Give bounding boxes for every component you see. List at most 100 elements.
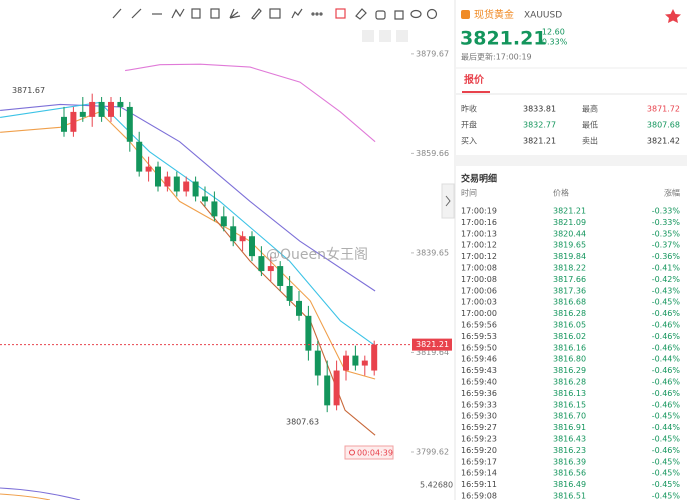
candle-body [249,236,255,257]
stat-label: 最高 [582,104,598,114]
stat-label: 最低 [582,120,598,130]
trade-time: 16:59:56 [461,321,497,330]
trade-price: 3816.51 [553,492,586,500]
trade-time: 17:00:08 [461,275,497,284]
toolbar [112,8,438,42]
sub-label: 5.42680 [420,481,453,490]
trade-price: 3816.29 [553,366,586,375]
high-annotation: 3871.67 [12,86,45,95]
trade-change: -0.45% [652,412,681,421]
tool-path[interactable] [171,8,185,19]
trade-change: -0.42% [652,275,681,284]
trade-change: -0.46% [652,309,681,318]
stat-value: 3871.72 [647,105,680,114]
tool-image[interactable] [269,8,281,19]
price-chart: 3879.67 3859.66 3839.65 3819.64 3799.62 3871.… [0,49,452,460]
favorite-star[interactable] [665,9,681,23]
trade-price: 3816.56 [553,469,586,478]
tool-measure[interactable] [291,8,303,19]
candle-body [305,315,312,351]
trade-price: 3816.02 [553,332,586,341]
trade-time: 17:00:00 [461,309,497,318]
trade-price: 3821.09 [553,218,586,227]
tool-b[interactable] [379,30,391,42]
trade-time: 17:00:12 [461,241,497,250]
tool-fan[interactable] [229,8,241,19]
candle-body [314,350,321,376]
candle-body [267,266,274,272]
tool-trend[interactable] [112,8,122,19]
trades-title: 交易明细 [461,173,497,185]
trade-price: 3820.44 [553,229,586,238]
tool-c[interactable] [396,30,408,42]
candle-body [371,344,378,371]
tool-eye[interactable] [410,9,422,19]
tool-lock[interactable] [375,10,386,20]
candle-body [192,181,199,197]
tool-edit[interactable] [335,8,346,19]
sub-line [0,493,51,500]
trade-change: -0.46% [652,321,681,330]
trade-change: -0.45% [652,435,681,444]
trade-price: 3819.65 [553,241,586,250]
candle-body [117,101,124,107]
tool-settings[interactable] [426,8,438,20]
candle-body [126,106,133,142]
quote-change: -12.60 [539,28,565,37]
trade-time: 16:59:46 [461,355,497,364]
trade-change: -0.44% [652,423,681,432]
quote-updated: 最后更新:17:00:19 [461,52,532,62]
countdown-box [344,445,394,460]
candle-body [202,196,208,202]
indicator-line [125,63,376,143]
trade-price: 3816.70 [553,412,586,421]
trade-price: 3816.05 [553,321,586,330]
candle-body [79,111,86,117]
trade-change: -0.43% [652,286,681,295]
candle-body [70,111,77,132]
trade-price: 3816.16 [553,343,586,352]
candle-body [173,176,180,192]
col-change: 涨幅 [664,188,680,198]
tab[interactable]: 报价 [464,73,485,86]
quote-change-pct: -0.33% [539,38,568,47]
tool-fib[interactable] [210,8,220,19]
trade-change: -0.46% [652,446,681,455]
trade-time: 17:00:13 [461,229,497,238]
trade-price: 3816.49 [553,480,586,489]
collapse-button[interactable] [441,183,455,219]
stat-value: 3807.68 [647,121,680,130]
trade-time: 16:59:40 [461,378,497,387]
trade-time: 17:00:19 [461,207,497,216]
trade-change: -0.45% [652,492,681,500]
stat-label: 买入 [461,137,477,146]
trade-price: 3817.36 [553,286,586,295]
y-tick-label: 3839.65 [416,248,449,257]
indicator-line [199,201,376,436]
trade-change: -0.46% [652,343,681,352]
trade-time: 17:00:12 [461,252,497,261]
tool-line[interactable] [131,8,142,19]
trade-change: -0.46% [652,389,681,398]
trade-time: 16:59:50 [461,343,497,352]
stat-value: 3832.77 [523,121,556,130]
quote-symbol: XAUUSD [524,11,562,21]
trade-price: 3816.43 [553,435,586,444]
tool-a[interactable] [362,30,374,42]
tool-delete[interactable] [394,10,404,20]
stat-label: 开盘 [461,120,477,130]
tool-eraser[interactable] [355,8,367,20]
trade-change: -0.46% [652,366,681,375]
stat-value: 3821.42 [647,137,680,146]
tool-pen[interactable] [251,8,262,20]
trade-time: 17:00:06 [461,286,497,295]
trade-time: 16:59:17 [461,457,497,466]
tool-channel[interactable] [191,8,201,19]
trade-price: 3816.80 [553,355,586,364]
trade-price: 3816.15 [553,400,586,409]
trade-price: 3816.28 [553,378,586,387]
trade-price: 3816.13 [553,389,586,398]
trade-price: 3816.28 [553,309,586,318]
collapse-arrow [445,195,451,207]
candle-body [211,201,218,217]
